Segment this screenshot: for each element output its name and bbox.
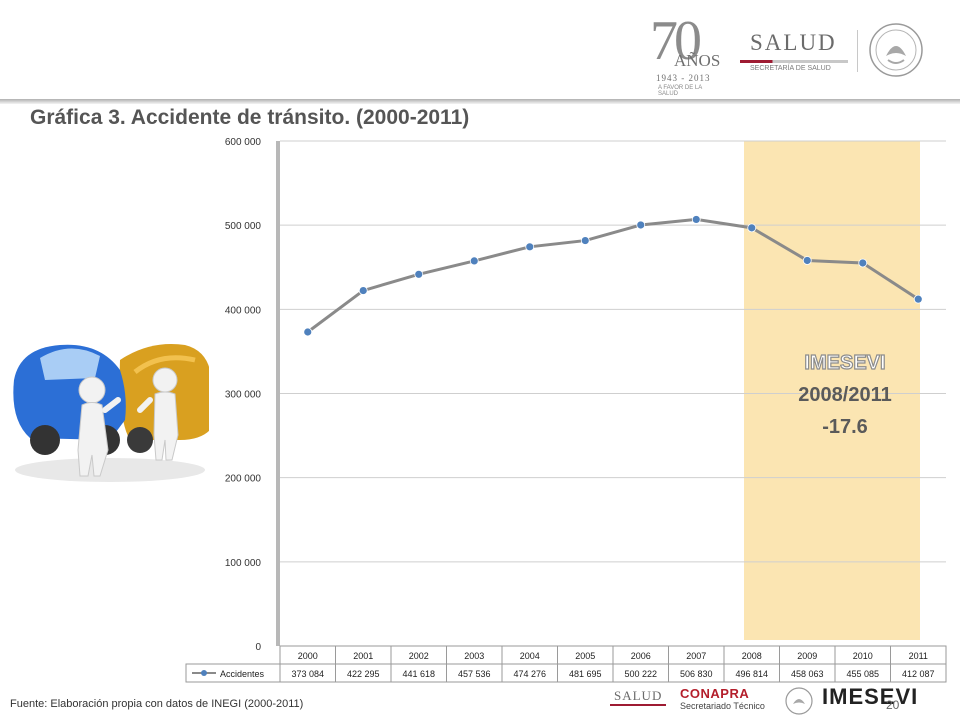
footer-salud-bar [610, 704, 666, 706]
footer-seal-icon [785, 687, 813, 715]
data-point-2006 [636, 220, 646, 230]
footer-imesevi-logo: IMESEVI [822, 684, 942, 716]
x-tick-label-2008: 2008 [742, 651, 762, 661]
y-tick-label-0: 0 [255, 642, 261, 653]
table-value-2010: 455 085 [846, 669, 879, 679]
x-tick-label-2004: 2004 [520, 651, 540, 661]
legend-label-accidentes: Accidentes [220, 669, 265, 679]
x-tick-label-2003: 2003 [464, 651, 484, 661]
table-value-2006: 500 222 [624, 669, 657, 679]
anniversary-motto: A FAVOR DE LA SALUD [658, 85, 702, 97]
logo-divider [857, 30, 858, 72]
data-point-2009 [802, 256, 812, 265]
anniversary-number: 70 [650, 10, 702, 72]
anniversary-years: 1943 - 2013 [656, 73, 711, 83]
y-tick-label-500000: 500 000 [225, 221, 262, 232]
national-seal-icon [869, 23, 923, 77]
data-point-2010 [858, 258, 868, 268]
data-point-2011 [913, 294, 923, 304]
table-value-2009: 458 063 [791, 669, 824, 679]
annotation: IMESEVI 2008/2011 -17.6 [798, 351, 891, 438]
plot-left-edge [276, 141, 280, 646]
anniversary-word: AÑOS [674, 51, 721, 70]
header-rule [0, 99, 960, 104]
y-tick-label-400000: 400 000 [225, 305, 262, 316]
x-tick-label-2011: 2011 [909, 651, 928, 661]
chart-title: Gráfica 3. Accidente de tránsito. (2000-… [30, 106, 470, 129]
footer-salud-text: SALUD [614, 688, 663, 703]
annotation-title: IMESEVI [804, 352, 885, 374]
data-point-2008 [747, 223, 757, 233]
salud-logo-bar [740, 60, 848, 63]
page-number: 20 [886, 698, 900, 712]
salud-logo: SALUD SECRETARÍA DE SALUD [740, 30, 850, 74]
source-note: Fuente: Elaboración propia con datos de … [10, 698, 304, 710]
table-value-2002: 441 618 [402, 669, 435, 679]
data-point-2004 [525, 242, 535, 252]
data-point-2005 [580, 236, 590, 245]
x-tick-label-2000: 2000 [298, 651, 318, 661]
salud-logo-text: SALUD [750, 30, 837, 55]
table-value-2003: 457 536 [458, 669, 491, 679]
x-tick-label-2009: 2009 [797, 651, 817, 661]
table-value-2001: 422 295 [347, 669, 380, 679]
data-table: 2000 2001 2002 2003 2004 2005 2006 2007 2008 2009… [185, 645, 947, 683]
footer-conapra-subtitle: Secretariado Técnico [680, 701, 765, 711]
data-point-2001 [358, 286, 368, 295]
x-tick-label-2007: 2007 [686, 651, 706, 661]
x-tick-label-2002: 2002 [409, 651, 429, 661]
footer-imesevi-text: IMESEVI [822, 684, 919, 709]
footer-conapra-logo: CONAPRA Secretariado Técnico [678, 686, 774, 716]
series-markers [303, 215, 923, 337]
highlight-band [744, 141, 920, 640]
y-axis-ticks: 0 100 000 200 000 300 000 400 000 500 000 600 … [225, 137, 262, 653]
chart-label-backdrop [209, 136, 235, 662]
data-point-2007 [691, 215, 701, 224]
table-value-2004: 474 276 [513, 669, 546, 679]
data-point-2000 [303, 327, 313, 337]
table-value-2000: 373 084 [291, 669, 324, 679]
header-band [0, 0, 960, 100]
annotation-period: 2008/2011 [798, 384, 891, 406]
y-tick-label-300000: 300 000 [225, 390, 262, 401]
data-point-2003 [469, 256, 479, 266]
y-tick-label-200000: 200 000 [225, 474, 262, 485]
x-tick-label-2001: 2001 [353, 651, 373, 661]
y-tick-label-600000: 600 000 [225, 137, 262, 148]
anniversary-logo: 70 AÑOS 1943 - 2013 A FAVOR DE LA SALUD [650, 10, 722, 97]
footer-conapra-text: CONAPRA [680, 686, 750, 701]
y-tick-label-100000: 100 000 [225, 558, 262, 569]
legend-marker-key [201, 670, 207, 676]
table-value-2008: 496 814 [735, 669, 768, 679]
x-tick-label-2005: 2005 [575, 651, 595, 661]
table-value-2007: 506 830 [680, 669, 713, 679]
table-value-2011: 412 087 [902, 669, 935, 679]
table-value-2005: 481 695 [569, 669, 602, 679]
footer-salud-logo: SALUD [608, 686, 668, 716]
data-point-2002 [414, 269, 424, 279]
salud-logo-subtitle: SECRETARÍA DE SALUD [750, 65, 831, 72]
annotation-value: -17.6 [822, 416, 868, 438]
x-tick-label-2010: 2010 [853, 651, 873, 661]
series-line-accidentes [306, 217, 920, 334]
x-tick-label-2006: 2006 [631, 651, 651, 661]
